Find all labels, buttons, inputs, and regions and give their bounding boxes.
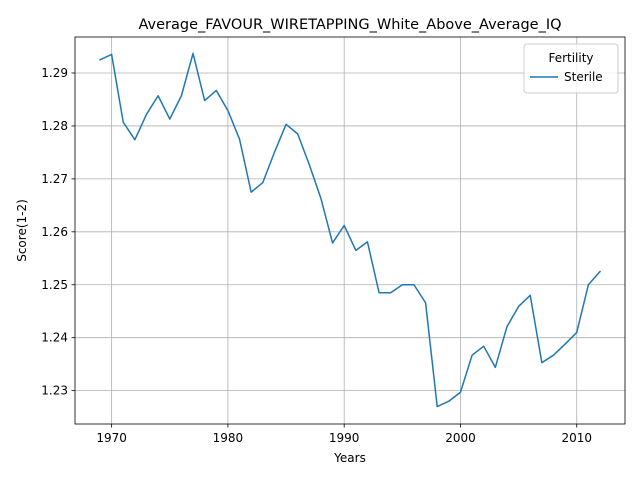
y-axis-title: Score(1-2): [15, 199, 29, 262]
grid-lines: [75, 37, 625, 424]
series-layer: [99, 52, 602, 408]
y-tick-label: 1.23: [41, 384, 68, 398]
legend-label-sterile: Sterile: [564, 70, 603, 84]
x-axis-title: Years: [333, 451, 366, 465]
x-tick-label: 2010: [561, 431, 592, 445]
y-tick-label: 1.26: [41, 225, 68, 239]
chart-title: Average_FAVOUR_WIRETAPPING_White_Above_A…: [138, 17, 561, 33]
x-tick-label: 1980: [213, 431, 244, 445]
legend: Fertility Sterile: [523, 43, 619, 94]
x-tick-label: 1990: [329, 431, 360, 445]
legend-title: Fertility: [548, 51, 593, 65]
y-tick-label: 1.28: [41, 119, 68, 133]
x-tick-label: 1970: [96, 431, 127, 445]
y-tick-label: 1.29: [41, 66, 68, 80]
legend-box: [523, 43, 619, 94]
plot-area-frame: [74, 36, 626, 425]
y-tick-label: 1.25: [41, 278, 68, 292]
series-line-sterile: [99, 52, 602, 408]
x-tick-label: 2000: [445, 431, 476, 445]
y-tick-label: 1.27: [41, 172, 68, 186]
axes: 1970 1980 1990 2000 2010 1.23 1.24 1.25 1.26 1.27…: [41, 66, 592, 445]
y-tick-label: 1.24: [41, 331, 68, 345]
